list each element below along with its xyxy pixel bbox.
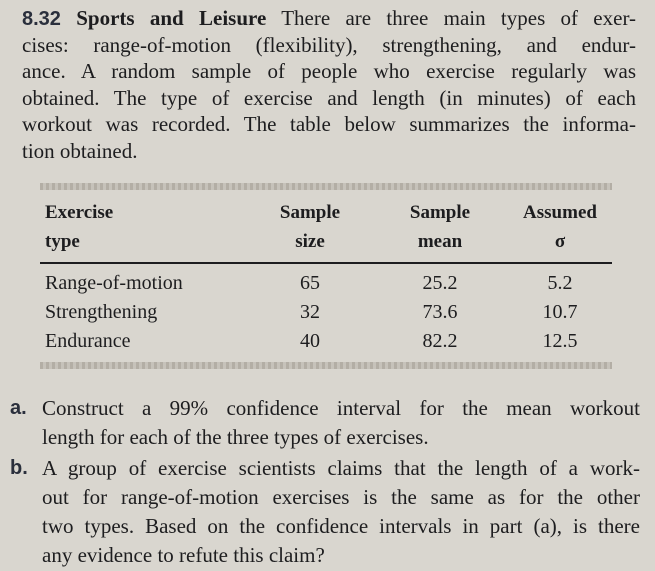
table-cell: 10.7 [542, 301, 578, 323]
row-label: Endurance [45, 330, 131, 352]
table-header: Sample [279, 202, 341, 223]
problem-title: Sports and Leisure [76, 6, 267, 30]
table-header: Assumed [523, 202, 597, 223]
intro-text: There are three main types of exer- [281, 6, 637, 30]
part-label: b. [10, 457, 28, 479]
problem-number: 8.32 [22, 8, 61, 30]
table-cell: 12.5 [542, 330, 578, 352]
table-header: type [45, 231, 80, 252]
row-label: Strengthening [45, 301, 158, 323]
part-line: length for each of the three types of ex… [42, 425, 429, 449]
part-label: a. [10, 397, 27, 419]
part-line: any evidence to refute this claim? [42, 543, 325, 567]
table-header: σ [554, 231, 566, 252]
row-label: Range-of-motion [45, 272, 183, 294]
intro-line: obtained. The type of exercise and lengt… [22, 85, 636, 110]
table-cell: 82.2 [422, 330, 458, 352]
intro-line: tion obtained. [22, 139, 138, 163]
table-bottom-band [40, 362, 612, 369]
part-line: A group of exercise scientists claims th… [42, 456, 640, 480]
intro-line: ance. A random sample of people who exer… [22, 59, 636, 84]
table-cell: 73.6 [422, 301, 458, 323]
part-line: Construct a 99% confidence interval for … [42, 396, 640, 420]
table-header-rule [40, 262, 612, 264]
intro-line: cises: range-of-motion (flexibility), st… [22, 32, 636, 57]
table-cell: 65 [300, 272, 320, 294]
intro-line-first: 8.32 Sports and Leisure There are three … [22, 5, 636, 32]
part-line: two types. Based on the confidence inter… [42, 514, 640, 538]
table-header: Exercise [45, 202, 114, 223]
table-header: mean [417, 231, 463, 252]
table-header: Sample [409, 202, 471, 223]
table-cell: 40 [300, 330, 320, 352]
table-header: size [295, 231, 325, 252]
table-top-band [40, 183, 612, 190]
part-line: out for range-of-motion exercises is the… [42, 485, 640, 509]
intro-line: workout was recorded. The table below su… [22, 112, 636, 137]
table-cell: 25.2 [422, 272, 458, 294]
table-cell: 32 [300, 301, 320, 323]
table-cell: 5.2 [547, 272, 573, 294]
